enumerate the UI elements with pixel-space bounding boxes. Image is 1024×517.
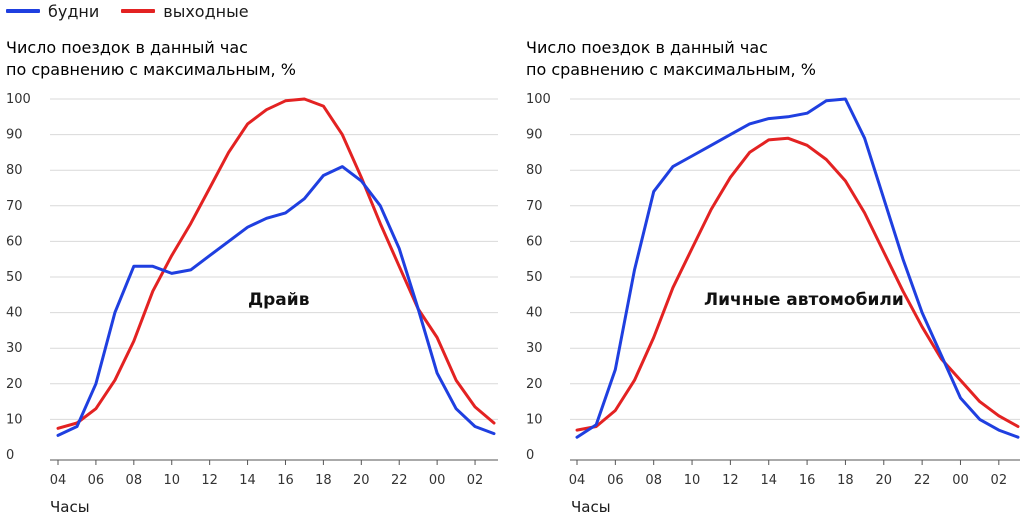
chart-cars-ytick-90: 90 [526,128,543,143]
chart-cars-xlabel: Часы [571,498,611,516]
chart-cars-ytick-60: 60 [526,234,543,249]
chart-cars-xtick-08: 08 [645,473,662,488]
chart-drive-xtick-08: 08 [126,473,143,488]
chart-cars-xtick-02: 02 [991,473,1008,488]
legend-label-weekends: выходные [163,1,249,21]
chart-drive-xtick-22: 22 [391,473,408,488]
chart-drive-annotation: Драйв [248,290,310,310]
chart-drive-xtick-10: 10 [163,473,180,488]
chart-cars-ylabel-line2: по сравнению с максимальным, % [526,60,816,79]
chart-drive-xtick-16: 16 [277,473,294,488]
chart-cars-ytick-50: 50 [526,270,543,285]
chart-cars-ytick-10: 10 [526,412,543,427]
chart-cars-xtick-14: 14 [760,473,777,488]
chart-cars-ytick-30: 30 [526,341,543,356]
chart-drive-ytick-80: 80 [6,163,23,178]
chart-drive-ytick-100: 100 [6,92,31,107]
legend-item-weekends[interactable]: выходные [121,1,249,21]
chart-drive-ytick-50: 50 [6,270,23,285]
chart-cars-ytick-70: 70 [526,199,543,214]
chart-cars-ytick-80: 80 [526,163,543,178]
chart-drive-ytick-70: 70 [6,199,23,214]
chart-cars-series-weekdays [575,97,1020,439]
chart-drive-xtick-00: 00 [429,473,446,488]
chart-drive-ytick-0: 0 [6,448,14,463]
chart-cars-ytick-20: 20 [526,377,543,392]
chart-cars-series-weekends [575,136,1020,432]
chart-drive-xtick-02: 02 [467,473,484,488]
chart-drive-ylabel-line2: по сравнению с максимальным, % [6,60,296,79]
chart-drive-xtick-12: 12 [201,473,218,488]
legend: будни выходные [6,0,271,22]
chart-drive-ytick-30: 30 [6,341,23,356]
chart-cars-ytick-40: 40 [526,306,543,321]
chart-cars-xtick-10: 10 [684,473,701,488]
legend-swatch-weekdays [6,9,40,13]
chart-cars-xtick-12: 12 [722,473,739,488]
chart-cars-ytick-100: 100 [526,92,551,107]
chart-cars-ytick-0: 0 [526,448,534,463]
chart-drive: Число поездок в данный час по сравнению … [6,38,498,516]
legend-label-weekdays: будни [48,1,100,21]
chart-cars-xtick-20: 20 [876,473,893,488]
chart-drive-ytick-10: 10 [6,412,23,427]
chart-drive-ytick-20: 20 [6,377,23,392]
chart-personal-cars: Число поездок в данный час по сравнению … [526,38,1020,516]
chart-drive-xtick-04: 04 [50,473,67,488]
chart-drive-ylabel-line1: Число поездок в данный час [6,38,248,57]
chart-cars-xtick-22: 22 [914,473,931,488]
chart-drive-series-weekends [56,97,496,430]
chart-cars-xtick-04: 04 [569,473,586,488]
chart-drive-ytick-90: 90 [6,128,23,143]
legend-item-weekdays[interactable]: будни [6,2,99,21]
chart-drive-xtick-14: 14 [239,473,256,488]
chart-cars-xtick-16: 16 [799,473,816,488]
chart-cars-ylabel-line1: Число поездок в данный час [526,38,768,57]
chart-drive-xtick-20: 20 [353,473,370,488]
chart-drive-ytick-60: 60 [6,234,23,249]
chart-cars-annotation: Личные автомобили [704,290,904,310]
legend-swatch-weekends [121,9,156,13]
chart-drive-xtick-18: 18 [315,473,332,488]
chart-cars-xtick-00: 00 [952,473,969,488]
chart-drive-ytick-40: 40 [6,306,23,321]
chart-drive-series-weekdays [56,165,496,437]
chart-drive-xlabel: Часы [50,498,90,516]
chart-cars-xtick-06: 06 [607,473,624,488]
chart-cars-xtick-18: 18 [837,473,854,488]
chart-drive-xtick-06: 06 [88,473,105,488]
